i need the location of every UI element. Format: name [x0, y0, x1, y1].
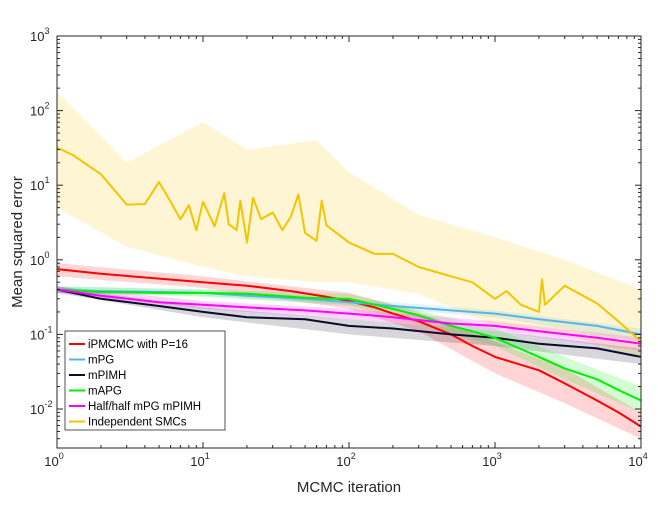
- line-series-5: [56, 146, 642, 343]
- x-tick-exponent: 0: [59, 451, 64, 461]
- y-tick-exponent: 1: [44, 175, 49, 185]
- y-tick-base: 10: [30, 253, 44, 268]
- x-tick-base: 10: [336, 454, 350, 469]
- x-tick-exponent: 2: [351, 451, 356, 461]
- x-tick-base: 10: [44, 454, 58, 469]
- x-tick-label: 102: [336, 451, 355, 469]
- y-tick-base: 10: [30, 29, 44, 44]
- legend-label: mPG: [88, 355, 114, 367]
- y-tick-label: 100: [30, 250, 49, 268]
- x-tick-base: 10: [628, 454, 642, 469]
- y-axis-label: Mean squared error: [9, 176, 26, 308]
- line-series-3: [56, 288, 642, 402]
- y-tick-exponent: -2: [44, 399, 52, 409]
- x-tick-exponent: 3: [497, 451, 502, 461]
- x-tick-label: 103: [482, 451, 501, 469]
- x-tick-exponent: 4: [643, 451, 648, 461]
- line-series-0: [56, 268, 642, 428]
- x-tick-label: 101: [190, 451, 209, 469]
- y-tick-exponent: 0: [44, 250, 49, 260]
- y-tick-label: 103: [30, 26, 49, 44]
- axis-ticks: [56, 36, 641, 449]
- y-tick-label: 10-2: [30, 399, 52, 417]
- x-tick-label: 104: [628, 451, 647, 469]
- legend-label: Half/half mPG mPIMH: [88, 401, 201, 413]
- line-series-4: [56, 288, 642, 345]
- band-series-5: [57, 91, 641, 357]
- x-tick-base: 10: [190, 454, 204, 469]
- y-tick-base: 10: [30, 402, 44, 417]
- band-series-4: [57, 286, 641, 351]
- line-series-2: [56, 288, 642, 358]
- legend-label: mAPG: [88, 386, 122, 398]
- x-tick-exponent: 1: [205, 451, 210, 461]
- x-tick-labels: 100 101 102 103 104: [44, 451, 647, 469]
- legend-box: [64, 330, 226, 431]
- y-tick-label: 101: [30, 175, 49, 193]
- y-tick-exponent: -1: [44, 324, 52, 334]
- legend-label: iPMCMC with P=16: [88, 339, 188, 351]
- series-lines: [56, 146, 642, 428]
- y-tick-label: 102: [30, 101, 49, 119]
- legend: iPMCMC with P=16 mPG mPIMH mAPG Half/half mP…: [64, 330, 226, 431]
- x-axis-label: MCMC iteration: [297, 479, 401, 496]
- y-tick-base: 10: [30, 104, 44, 119]
- y-tick-base: 10: [30, 327, 44, 342]
- y-tick-exponent: 3: [44, 26, 49, 36]
- legend-label: mPIMH: [88, 370, 126, 382]
- y-tick-exponent: 2: [44, 101, 49, 111]
- y-tick-label: 10-1: [30, 324, 52, 342]
- x-tick-base: 10: [482, 454, 496, 469]
- y-tick-base: 10: [30, 178, 44, 193]
- x-tick-label: 100: [44, 451, 63, 469]
- legend-label: Independent SMCs: [88, 417, 187, 429]
